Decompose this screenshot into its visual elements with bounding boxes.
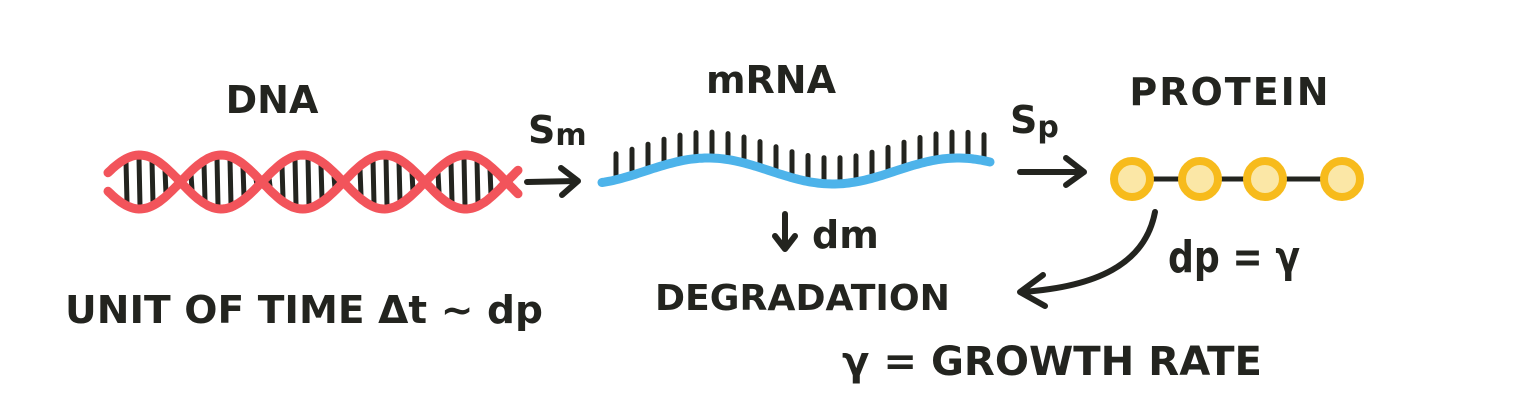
dna-base-pair bbox=[464, 158, 465, 206]
amino-acid-bead bbox=[1182, 161, 1218, 197]
unit-of-time-label: UNIT OF TIME Δt ~ dp bbox=[65, 288, 543, 332]
dna-base-pair bbox=[360, 169, 361, 195]
dna-base-pair bbox=[139, 158, 140, 206]
sp-rate-label: Sp bbox=[1010, 98, 1059, 145]
dna-base-pair bbox=[152, 161, 153, 203]
dna-base-pair bbox=[217, 158, 218, 205]
dna-base-pair bbox=[230, 160, 231, 205]
dna-base-pair bbox=[451, 162, 452, 202]
degradation-arrow-icon bbox=[775, 214, 795, 249]
degradation-label: DEGRADATION bbox=[655, 278, 950, 319]
translation-arrow-icon bbox=[1020, 158, 1084, 185]
dna-base-pair bbox=[243, 167, 244, 197]
mrna-label: mRNA bbox=[706, 58, 837, 102]
dna-base-pair bbox=[308, 159, 309, 206]
dna-base-pair bbox=[477, 161, 478, 204]
dna-base-pair bbox=[386, 158, 387, 206]
dna-base-pair bbox=[126, 162, 127, 203]
dna-base-pair bbox=[295, 159, 296, 205]
amino-acid-bead bbox=[1247, 161, 1283, 197]
dm-label: dm bbox=[812, 213, 879, 257]
dna-label: DNA bbox=[226, 78, 319, 122]
dp-gamma-label: dp = γ bbox=[1168, 232, 1300, 283]
protein-bead-chain-icon bbox=[1114, 161, 1360, 197]
dna-base-pair bbox=[438, 172, 439, 192]
dna-base-pair bbox=[490, 169, 491, 195]
dna-base-pair bbox=[373, 161, 374, 204]
protein-dilution-arrow-icon bbox=[1020, 212, 1155, 306]
dna-base-pair bbox=[399, 162, 400, 201]
protein-label: PROTEIN bbox=[1129, 70, 1330, 114]
dna-base-pair bbox=[204, 164, 205, 201]
dna-base-pair bbox=[321, 165, 322, 200]
gamma-growth-rate-label: γ = GROWTH RATE bbox=[842, 339, 1262, 385]
mrna-strand-icon bbox=[602, 132, 990, 184]
amino-acid-bead bbox=[1114, 161, 1150, 197]
dna-base-pair bbox=[282, 166, 283, 198]
amino-acid-bead bbox=[1324, 161, 1360, 197]
sm-rate-label: Sm bbox=[528, 108, 587, 153]
dna-helix-icon bbox=[108, 155, 518, 209]
transcription-arrow-icon bbox=[527, 168, 578, 195]
